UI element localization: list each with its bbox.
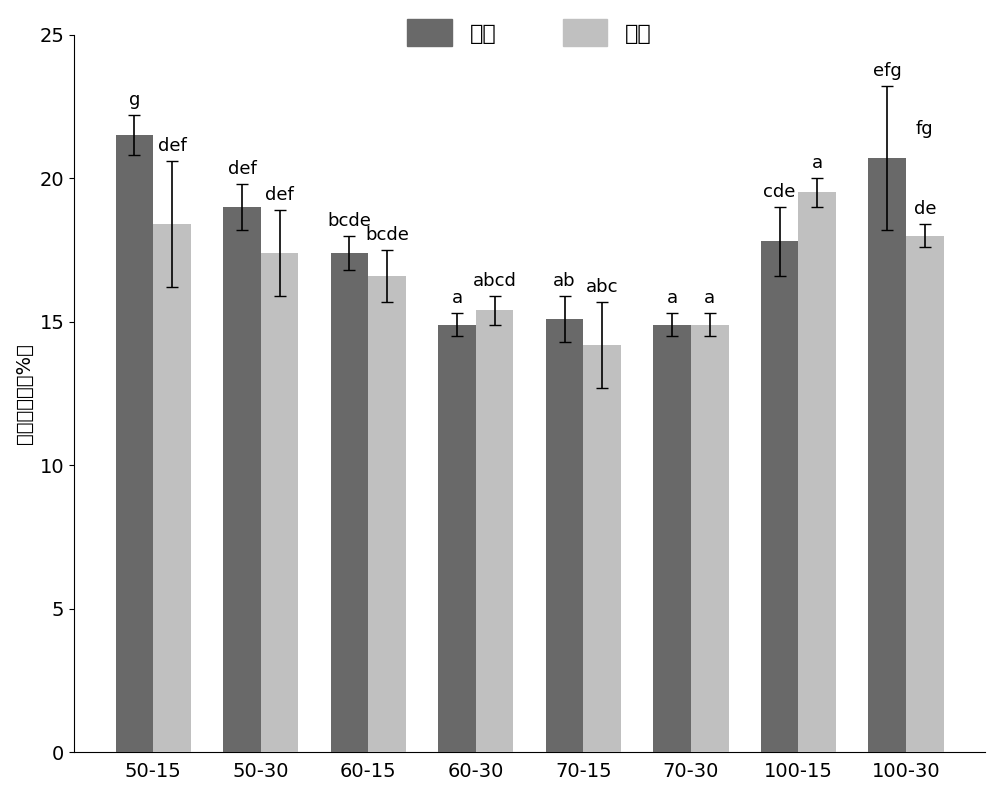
Text: bcde: bcde: [328, 212, 371, 230]
Bar: [691, 325, 729, 752]
Text: de: de: [914, 201, 936, 218]
Text: g: g: [129, 92, 140, 109]
Y-axis label: 蛋白溶解度（%Ｉ: 蛋白溶解度（%Ｉ: [15, 343, 34, 444]
Text: a: a: [667, 289, 678, 307]
Bar: [153, 224, 191, 752]
Bar: [761, 241, 798, 752]
Bar: [476, 310, 513, 752]
Bar: [331, 252, 368, 752]
Text: def: def: [265, 186, 294, 204]
Bar: [868, 158, 906, 752]
Text: def: def: [228, 160, 256, 178]
Text: efg: efg: [873, 62, 902, 80]
Text: a: a: [812, 154, 823, 173]
Text: a: a: [704, 289, 715, 307]
Text: fg: fg: [916, 120, 934, 138]
Bar: [116, 135, 153, 752]
Text: cde: cde: [763, 183, 796, 201]
Bar: [261, 252, 298, 752]
Bar: [906, 236, 944, 752]
Text: abc: abc: [586, 278, 618, 296]
Bar: [223, 207, 261, 752]
Bar: [583, 345, 621, 752]
Legend: 真空, 常压: 真空, 常压: [398, 10, 661, 55]
Text: ab: ab: [553, 272, 576, 290]
Bar: [438, 325, 476, 752]
Bar: [368, 275, 406, 752]
Bar: [546, 318, 583, 752]
Text: def: def: [158, 137, 186, 155]
Bar: [798, 193, 836, 752]
Text: abcd: abcd: [473, 272, 517, 290]
Text: bcde: bcde: [365, 226, 409, 244]
Bar: [653, 325, 691, 752]
Text: a: a: [451, 289, 463, 307]
